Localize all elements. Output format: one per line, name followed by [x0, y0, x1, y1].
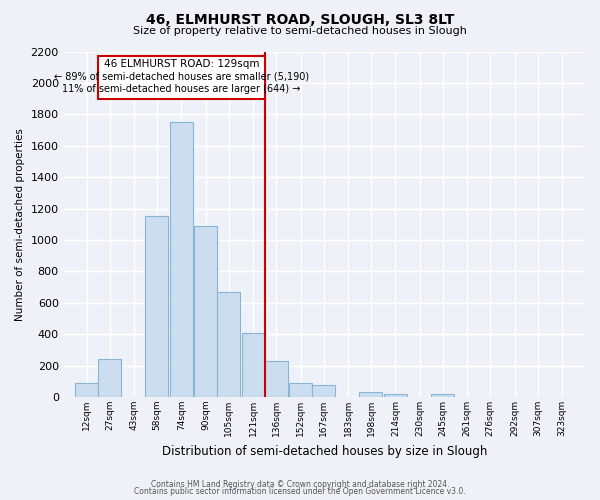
Text: 46, ELMHURST ROAD, SLOUGH, SL3 8LT: 46, ELMHURST ROAD, SLOUGH, SL3 8LT: [146, 12, 454, 26]
Text: 11% of semi-detached houses are larger (644) →: 11% of semi-detached houses are larger (…: [62, 84, 301, 94]
Bar: [217, 292, 240, 397]
X-axis label: Distribution of semi-detached houses by size in Slough: Distribution of semi-detached houses by …: [161, 444, 487, 458]
Bar: [170, 122, 193, 397]
Bar: [265, 361, 287, 397]
Text: Contains public sector information licensed under the Open Government Licence v3: Contains public sector information licen…: [134, 487, 466, 496]
Bar: [359, 392, 382, 397]
Bar: [312, 385, 335, 397]
Text: 46 ELMHURST ROAD: 129sqm: 46 ELMHURST ROAD: 129sqm: [104, 60, 259, 70]
Bar: [75, 383, 98, 397]
Bar: [194, 226, 217, 397]
Bar: [145, 216, 169, 397]
Bar: [384, 394, 407, 397]
Bar: [431, 394, 454, 397]
Bar: [98, 360, 121, 397]
Bar: [242, 334, 265, 397]
FancyBboxPatch shape: [98, 56, 265, 100]
Text: ← 89% of semi-detached houses are smaller (5,190): ← 89% of semi-detached houses are smalle…: [54, 72, 309, 82]
Text: Size of property relative to semi-detached houses in Slough: Size of property relative to semi-detach…: [133, 26, 467, 36]
Y-axis label: Number of semi-detached properties: Number of semi-detached properties: [15, 128, 25, 320]
Bar: [289, 383, 312, 397]
Text: Contains HM Land Registry data © Crown copyright and database right 2024.: Contains HM Land Registry data © Crown c…: [151, 480, 449, 489]
